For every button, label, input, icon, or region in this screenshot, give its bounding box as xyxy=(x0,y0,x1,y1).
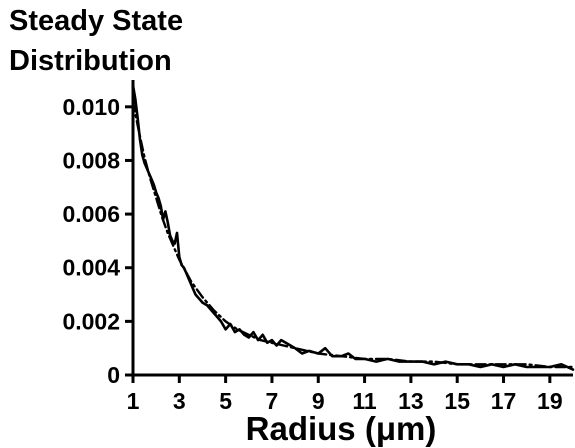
x-tick-label: 13 xyxy=(398,388,424,414)
x-tick-label: 7 xyxy=(266,388,279,414)
series-line-solid xyxy=(131,84,575,371)
x-tick-label: 15 xyxy=(444,388,470,414)
x-tick-label: 9 xyxy=(312,388,325,414)
y-axis-ticks: 0 0.002 0.004 0.006 0.008 0.010 xyxy=(62,94,133,388)
axes xyxy=(131,80,573,377)
chart-title-line-1: Steady State xyxy=(9,5,183,37)
x-tick-label: 11 xyxy=(352,388,377,414)
y-tick-label: 0.002 xyxy=(62,308,120,334)
x-tick-label: 1 xyxy=(127,388,140,414)
x-axis-ticks: 1 3 5 7 9 11 13 15 17 19 xyxy=(127,375,563,414)
x-tick-label: 19 xyxy=(537,388,563,414)
y-tick-label: 0.004 xyxy=(62,255,120,281)
chart-title: Steady State Distribution xyxy=(9,5,183,77)
x-tick-label: 3 xyxy=(173,388,186,414)
y-tick-label: 0.010 xyxy=(62,94,120,120)
y-tick-label: 0.008 xyxy=(62,147,120,173)
y-tick-label: 0 xyxy=(107,362,120,388)
chart-title-line-2: Distribution xyxy=(9,45,172,77)
x-tick-label: 5 xyxy=(219,388,232,414)
x-axis-label: Radius (μm) xyxy=(246,410,437,447)
series-line-dash-dot xyxy=(131,100,575,369)
x-tick-label: 17 xyxy=(491,388,517,414)
data-series xyxy=(131,84,575,371)
y-tick-label: 0.006 xyxy=(62,201,120,227)
